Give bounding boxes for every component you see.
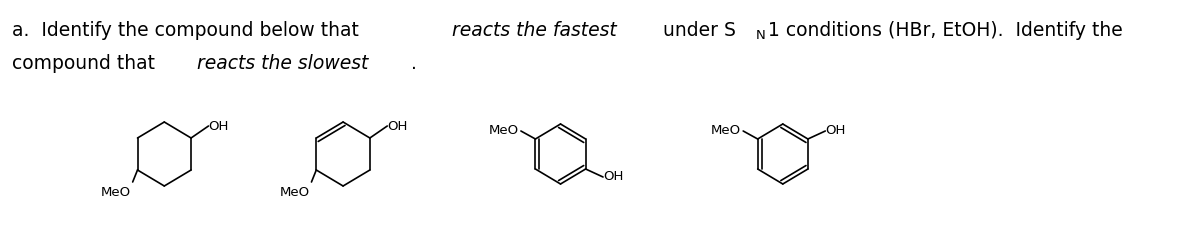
Text: OH: OH	[388, 120, 408, 133]
Text: OH: OH	[604, 171, 624, 183]
Text: .: .	[412, 54, 416, 73]
Text: under S: under S	[658, 21, 736, 40]
Text: MeO: MeO	[280, 186, 310, 199]
Text: reacts the slowest: reacts the slowest	[197, 54, 368, 73]
Text: compound that: compound that	[12, 54, 161, 73]
Text: OH: OH	[209, 120, 229, 133]
Text: 1 conditions (HBr, EtOH).  Identify the: 1 conditions (HBr, EtOH). Identify the	[768, 21, 1122, 40]
Text: N: N	[756, 29, 766, 42]
Text: OH: OH	[826, 125, 846, 137]
Text: reacts the fastest: reacts the fastest	[451, 21, 617, 40]
Text: MeO: MeO	[101, 186, 131, 199]
Text: MeO: MeO	[488, 125, 518, 137]
Text: MeO: MeO	[712, 125, 742, 137]
Text: a.  Identify the compound below that: a. Identify the compound below that	[12, 21, 365, 40]
